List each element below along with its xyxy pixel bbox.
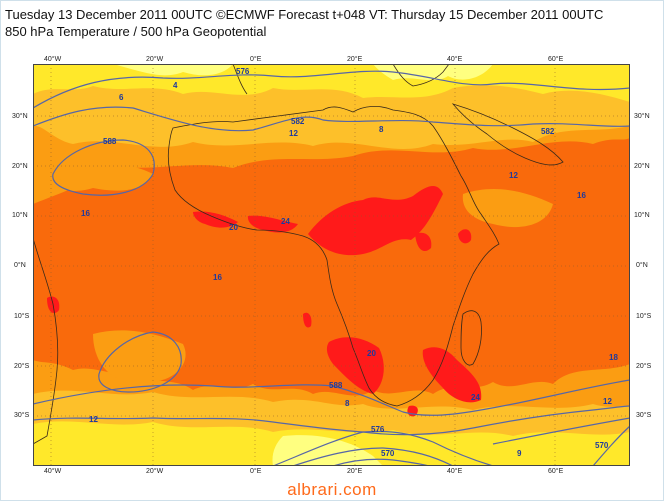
lat-label-right: 30°S bbox=[636, 412, 652, 419]
lon-label-top: 20°E bbox=[347, 56, 363, 63]
contour-label: 588 bbox=[103, 137, 117, 146]
temp-core-red-west-africa bbox=[193, 211, 238, 228]
contour-label: 570 bbox=[381, 449, 395, 458]
contour-label: 582 bbox=[291, 117, 305, 126]
map-canvas: 576 4 6 582 12 588 16 20 24 8 12 16 582 … bbox=[33, 64, 630, 466]
contour-label: 9 bbox=[517, 449, 522, 458]
temp-core-red-angola bbox=[303, 312, 312, 328]
temp-core-red-mozambique bbox=[422, 347, 482, 403]
lon-label-bottom: 0°E bbox=[250, 468, 262, 475]
contour-label: 6 bbox=[119, 93, 124, 102]
temp-patch-orange-south bbox=[93, 330, 186, 383]
lat-label-right: 10°S bbox=[636, 313, 652, 320]
contour-label: 16 bbox=[81, 209, 90, 218]
contour-label: 18 bbox=[609, 353, 618, 362]
lon-label-top: 20°W bbox=[146, 56, 164, 63]
contour-line bbox=[33, 379, 630, 416]
contour-label: 4 bbox=[173, 81, 178, 90]
contour-label: 588 bbox=[329, 381, 343, 390]
coastlines bbox=[33, 64, 564, 445]
contour-closed-low bbox=[52, 139, 155, 196]
temp-patch-orange-east bbox=[462, 189, 553, 228]
contour-line bbox=[332, 458, 430, 466]
contour-label: 16 bbox=[213, 273, 222, 282]
title-line-1: Tuesday 13 December 2011 00UTC ©ECMWF Fo… bbox=[5, 7, 604, 22]
lon-label-top: 60°E bbox=[548, 56, 564, 63]
temp-band-pale-north-west bbox=[113, 64, 233, 76]
temp-band-pale-north bbox=[373, 64, 493, 81]
lat-label-left: 20°S bbox=[14, 363, 30, 370]
contour-closed-low-south bbox=[98, 331, 182, 393]
contour-label: 12 bbox=[509, 171, 518, 180]
lat-label-left: 0°N bbox=[14, 262, 26, 269]
contour-label: 24 bbox=[471, 393, 480, 402]
temperature-map: 576 4 6 582 12 588 16 20 24 8 12 16 582 … bbox=[33, 64, 630, 466]
lon-label-bottom: 40°W bbox=[44, 468, 62, 475]
contour-line bbox=[33, 70, 630, 109]
lat-label-right: 10°N bbox=[634, 212, 650, 219]
lon-label-bottom: 20°W bbox=[146, 468, 164, 475]
graticule bbox=[33, 64, 630, 466]
lon-label-bottom: 60°E bbox=[548, 468, 564, 475]
lon-label-bottom: 20°E bbox=[347, 468, 363, 475]
lat-label-left: 30°S bbox=[14, 412, 30, 419]
lon-label-top: 40°E bbox=[447, 56, 463, 63]
lat-label-left: 30°N bbox=[12, 113, 28, 120]
contour-label: 20 bbox=[229, 223, 238, 232]
temp-core-red bbox=[415, 232, 432, 252]
lat-label-right: 20°S bbox=[636, 363, 652, 370]
south-america-coastline bbox=[33, 237, 59, 445]
contour-label: 570 bbox=[595, 441, 609, 450]
geopotential-contours bbox=[33, 70, 630, 466]
madagascar-coastline bbox=[460, 310, 482, 366]
lon-label-top: 40°W bbox=[44, 56, 62, 63]
lat-label-right: 30°N bbox=[634, 113, 650, 120]
contour-label: 12 bbox=[603, 397, 612, 406]
lat-label-left: 10°N bbox=[12, 212, 28, 219]
contour-label: 16 bbox=[577, 191, 586, 200]
contour-label: 576 bbox=[236, 67, 250, 76]
contour-line bbox=[292, 447, 454, 466]
iberia-coastline bbox=[232, 64, 248, 95]
contour-label: 8 bbox=[379, 125, 384, 134]
temp-band-pale-south bbox=[272, 435, 383, 466]
contour-label: 12 bbox=[289, 129, 298, 138]
lat-label-right: 0°N bbox=[636, 262, 648, 269]
temp-core-red-botswana bbox=[326, 337, 384, 394]
africa-coastline bbox=[167, 106, 500, 407]
contour-label: 8 bbox=[345, 399, 350, 408]
lon-label-bottom: 40°E bbox=[447, 468, 463, 475]
chart-title: Tuesday 13 December 2011 00UTC ©ECMWF Fo… bbox=[5, 6, 603, 40]
lon-label-top: 0°E bbox=[250, 56, 262, 63]
contour-label: 576 bbox=[371, 425, 385, 434]
contour-label: 24 bbox=[281, 217, 290, 226]
contour-label: 12 bbox=[89, 415, 98, 424]
contour-line bbox=[33, 106, 630, 132]
lat-label-left: 20°N bbox=[12, 163, 28, 170]
temp-patch-orange bbox=[53, 164, 153, 191]
temp-core-red-nigeria bbox=[247, 215, 298, 233]
map-border bbox=[33, 64, 630, 466]
contour-line bbox=[592, 425, 630, 466]
contour-line bbox=[492, 417, 630, 445]
contour-labels: 576 4 6 582 12 588 16 20 24 8 12 16 582 … bbox=[81, 67, 618, 458]
lat-label-left: 10°S bbox=[14, 313, 30, 320]
temp-core-red-kenya bbox=[458, 229, 472, 244]
contour-line bbox=[272, 430, 494, 466]
title-line-2: 850 hPa Temperature / 500 hPa Geopotenti… bbox=[5, 24, 267, 39]
contour-label: 20 bbox=[367, 349, 376, 358]
arabia-coastline bbox=[451, 103, 564, 166]
temp-core-red-sahel bbox=[308, 185, 443, 256]
contour-label: 582 bbox=[541, 127, 555, 136]
watermark: albrari.com bbox=[287, 480, 377, 499]
lat-label-right: 20°N bbox=[634, 163, 650, 170]
